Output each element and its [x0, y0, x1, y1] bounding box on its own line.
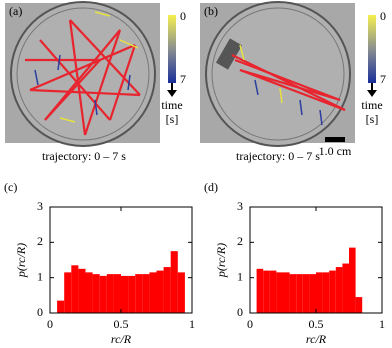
colorbar-a [167, 15, 177, 97]
bar [263, 270, 270, 313]
x-tick-label: 1 [379, 317, 385, 331]
y-tick-label: 0 [237, 305, 243, 319]
photo-b [200, 1, 355, 147]
bar [296, 274, 303, 313]
caption: trajectory: 0 – 7 s [236, 149, 320, 163]
bar [113, 274, 121, 313]
bar [106, 274, 114, 313]
scalebar-label: 1.0 cm [319, 144, 352, 158]
y-axis-label: p(rc/R) [14, 243, 28, 278]
y-tick-label: 3 [237, 199, 243, 213]
bar [355, 297, 363, 313]
bar [309, 274, 316, 313]
bar [156, 270, 164, 313]
bar [349, 247, 356, 313]
x-tick-label: 0.5 [114, 317, 129, 331]
x-axis-label: rc/R [306, 332, 327, 346]
x-axis-label: rc/R [111, 332, 132, 346]
colorbar-unit: [s] [366, 112, 379, 126]
colorbar-tick: 7 [380, 72, 386, 86]
panel-label: (b) [204, 4, 218, 18]
bar [302, 274, 310, 313]
y-tick-label: 2 [37, 234, 43, 248]
panel-label: (a) [9, 4, 22, 18]
bar [276, 272, 283, 313]
bar [289, 274, 297, 313]
y-tick-label: 3 [37, 199, 43, 213]
bar [163, 267, 171, 313]
bar [142, 274, 150, 313]
colorbar-tick: 0 [380, 9, 386, 23]
bar [128, 275, 136, 313]
bar [335, 267, 343, 313]
y-tick-label: 1 [37, 269, 43, 283]
bar [135, 274, 143, 313]
bar [316, 272, 323, 313]
bar [177, 272, 185, 313]
x-tick-label: 0.5 [309, 317, 324, 331]
caption: trajectory: 0 – 7 s [42, 149, 126, 163]
bar [256, 268, 264, 313]
bar [57, 300, 65, 313]
x-tick-label: 0 [47, 317, 53, 331]
photo-a [5, 1, 160, 147]
panel-label: (d) [204, 180, 218, 194]
bar [85, 272, 93, 313]
y-axis-label: p(rc/R) [214, 243, 228, 278]
bar [149, 272, 157, 313]
bar [170, 251, 178, 313]
colorbar-tick: 7 [180, 72, 186, 86]
bar [121, 275, 129, 313]
bar [71, 265, 79, 313]
y-tick-label: 0 [37, 305, 43, 319]
colorbar-unit: [s] [166, 112, 179, 126]
panel-label: (c) [4, 180, 17, 194]
bar [92, 274, 100, 313]
bar [283, 272, 290, 313]
bar [342, 263, 349, 313]
bar [269, 270, 277, 313]
colorbar-label: time [161, 98, 182, 112]
bar [329, 270, 336, 313]
x-tick-label: 1 [189, 317, 195, 331]
colorbar-label: time [361, 98, 382, 112]
colorbar-b [367, 15, 377, 97]
colorbar-tick: 0 [180, 9, 186, 23]
bar [322, 272, 330, 313]
bar [99, 275, 107, 313]
bar [64, 272, 72, 313]
y-tick-label: 1 [237, 269, 243, 283]
x-tick-label: 0 [247, 317, 253, 331]
y-tick-label: 2 [237, 234, 243, 248]
bar [78, 268, 86, 313]
